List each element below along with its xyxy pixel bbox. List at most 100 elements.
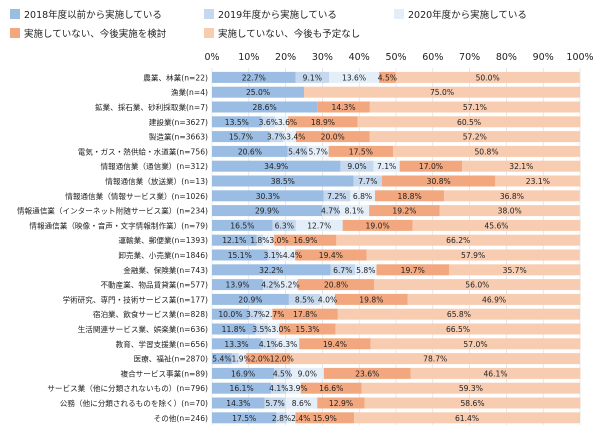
data-label: 3.6% [259,118,278,127]
bar-segment [269,131,284,143]
bar-segment [328,145,394,157]
bar-segment [212,323,256,335]
bar-segment [337,308,580,320]
data-label: 65.8% [447,310,471,319]
bar-segment [212,412,277,424]
data-label: 5.4% [288,147,307,156]
data-label: 12.7% [307,221,331,230]
data-label: 57.1% [463,103,487,112]
data-label: 4.5% [378,73,397,82]
data-label: 8.5% [295,295,314,304]
category-label: 情報通信業（情報サービス業）(n=1026) [65,191,208,201]
data-label: 5.7% [309,147,328,156]
data-label: 61.4% [455,414,479,423]
bar-segment [407,293,581,305]
data-label: 22.7% [242,73,266,82]
data-label: 20.9% [238,295,262,304]
data-label: 9.0% [298,369,317,378]
bar-segment [212,353,232,365]
data-label: 5.8% [356,266,375,275]
data-label: 7.7% [358,177,377,186]
x-tick-label: 20% [275,52,296,63]
data-label: 16.9% [293,236,317,245]
bar-segment [369,205,440,217]
data-label: 60.5% [457,118,481,127]
bar-segment [286,412,296,424]
x-tick-label: 10% [238,52,259,63]
bar-segment [248,308,263,320]
data-label: 5.2% [280,281,299,290]
bar-segment [212,190,324,202]
data-label: 3.6% [278,118,297,127]
data-label: 4.0% [318,295,337,304]
category-label: 金融業、保険業(n=743) [123,265,208,275]
data-label: 16.1% [230,384,254,393]
bar-segment [212,71,296,83]
data-label: 5.4% [212,355,231,364]
data-label: 3.7% [267,133,286,142]
data-label: 7.2% [327,192,346,201]
legend-label-3: 実施していない、今後実施を検討 [24,28,167,40]
bar-segment [283,131,296,143]
category-label: 農業、林業(n=22) [143,72,208,82]
bar-segment [339,205,370,217]
data-label: 3.9% [288,384,307,393]
category-label: 情報通信業（映像・音声・文字情報制作業）(n=79) [29,220,208,230]
data-label: 18.8% [398,192,422,201]
bar-segment [350,190,376,202]
legend: 2018年度以前から実施している 2019年度から実施している 2020年度から実施… [10,9,527,40]
data-label: 75.0% [430,88,454,97]
bar-segment [329,71,380,83]
x-tick-label: 40% [349,52,370,63]
data-label: 15.7% [229,133,253,142]
bar-segment [334,293,408,305]
data-label: 17.8% [293,310,317,319]
bar-segment [295,71,330,83]
data-label: 7.1% [377,162,396,171]
legend-label-1: 2019年度から実施している [218,9,337,21]
data-label: 19.2% [392,207,416,216]
bar-segment [286,382,301,394]
gridlines [211,68,581,426]
bar-segment [317,101,370,113]
bar-segment [330,264,356,276]
x-axis-ticks: 0% 10% 20% 30% 40% 50% 60% 70% 80% 90% 100% [204,52,593,63]
legend-swatch-3 [10,28,20,38]
bar-segment [271,382,287,394]
data-label: 1.9% [231,355,250,364]
x-tick-label: 90% [533,52,554,63]
bar-segment [295,249,367,261]
data-label: 3.7% [246,310,265,319]
bar-segment [212,101,318,113]
bar-segment [260,338,277,350]
category-label: 不動産業、物品賃貸業(n=577) [100,280,208,290]
data-label: 13.9% [226,281,250,290]
data-label: 45.6% [484,221,508,230]
category-label: 鉱業、採石業、砂利採取業(n=7) [95,102,208,112]
data-label: 32.1% [509,162,533,171]
data-label: 3.0% [271,325,290,334]
bar-segment [212,382,272,394]
data-label: 58.6% [460,399,484,408]
category-label: 建設業(n=3627) [149,117,208,127]
data-label: 15.3% [295,325,319,334]
data-label: 1.8% [250,236,269,245]
data-label: 8.6% [292,399,311,408]
bar-segment [361,382,580,394]
segment-labels: 22.7% 9.1% 13.6% 4.5% 50.0% 25.0% 75.0% 28.6% 14… [212,73,550,422]
bar-segment [382,175,496,187]
bar-segment [212,205,323,217]
data-label: 57.9% [461,251,485,260]
category-label: その他(n=246) [154,413,208,423]
bar-segment [317,397,365,409]
data-label: 12.9% [329,399,353,408]
bar-segment [307,145,329,157]
data-label: 4.2% [261,281,280,290]
data-label: 6.8% [353,192,372,201]
bar-segment [295,219,343,231]
bar-segment [212,145,288,157]
data-label: 13.5% [225,118,249,127]
bar-segment [299,338,371,350]
bar-segment [212,175,354,187]
bar-segment [399,160,463,172]
